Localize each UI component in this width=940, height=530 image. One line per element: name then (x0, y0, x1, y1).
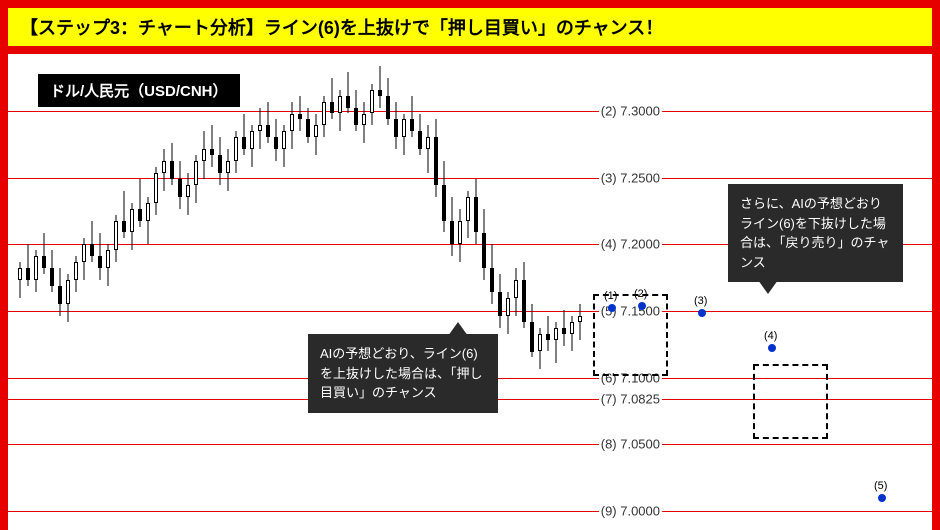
forecast-dot-d2 (638, 302, 646, 310)
price-line-label-h2: (2) 7.3000 (599, 104, 662, 119)
price-line-label-h7: (7) 7.0825 (599, 392, 662, 407)
callout-right: さらに、AIの予想どおりライン(6)を下抜けした場合は、「戻り売り」のチャンス (728, 184, 903, 282)
forecast-label-d1: (1) (604, 290, 617, 302)
dashed-box-box1 (593, 294, 668, 376)
price-line-label-h4: (4) 7.2000 (599, 237, 662, 252)
forecast-label-d3: (3) (694, 295, 707, 307)
callout-right-arrow (758, 280, 778, 294)
forecast-label-d5: (5) (874, 480, 887, 492)
pair-label: ドル/人民元（USD/CNH） (38, 74, 240, 107)
forecast-label-d2: (2) (634, 288, 647, 300)
callout-left: AIの予想どおり、ライン(6)を上抜けした場合は、「押し目買い」のチャンス (308, 334, 498, 413)
forecast-dot-d5 (878, 494, 886, 502)
price-line-label-h8: (8) 7.0500 (599, 437, 662, 452)
candlestick-layer (8, 54, 588, 530)
callout-right-text: さらに、AIの予想どおりライン(6)を下抜けした場合は、「戻り売り」のチャンス (740, 196, 889, 270)
forecast-dot-d3 (698, 309, 706, 317)
forecast-dot-d4 (768, 344, 776, 352)
callout-left-text: AIの予想どおり、ライン(6)を上抜けした場合は、「押し目買い」のチャンス (320, 346, 483, 400)
forecast-dot-d1 (608, 304, 616, 312)
title-bar: 【ステップ3：チャート分析】ライン(6)を上抜けで「押し目買い」のチャンス！ (8, 8, 932, 46)
forecast-label-d4: (4) (764, 330, 777, 342)
chart-container: ドル/人民元（USD/CNH） (2) 7.3000 (3) 7.2500 (4) … (8, 54, 932, 530)
dashed-box-box2 (753, 364, 828, 439)
callout-left-arrow (448, 322, 468, 336)
title-text: 【ステップ3：チャート分析】ライン(6)を上抜けで「押し目買い」のチャンス！ (20, 18, 663, 38)
pair-label-text: ドル/人民元（USD/CNH） (50, 83, 228, 100)
price-line-label-h9: (9) 7.0000 (599, 503, 662, 518)
price-line-label-h3: (3) 7.2500 (599, 170, 662, 185)
